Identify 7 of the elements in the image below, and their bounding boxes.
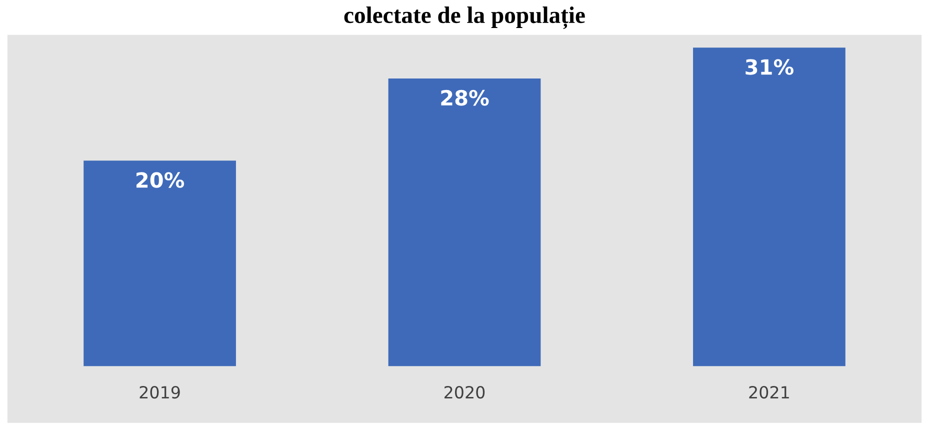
- chart-title: colectate de la populație: [344, 6, 585, 29]
- x-tick-label: 2019: [140, 386, 180, 399]
- data-label: 28%: [441, 90, 489, 106]
- x-tick-label: 2020: [444, 386, 485, 399]
- data-label: 31%: [746, 59, 794, 75]
- data-label: 20%: [136, 172, 184, 188]
- x-tick-label: 2021: [749, 386, 789, 399]
